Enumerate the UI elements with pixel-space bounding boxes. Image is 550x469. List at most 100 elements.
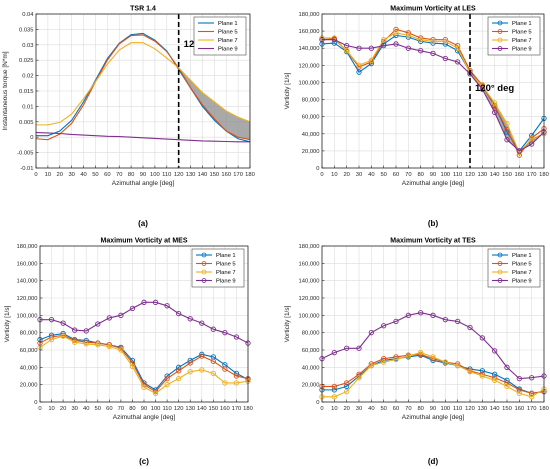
data-point xyxy=(222,330,228,336)
legend-entry: Plane 9 xyxy=(218,47,238,53)
legend: Plane 1 Plane 5 Plane 7 Plane 9 xyxy=(487,248,541,288)
data-point xyxy=(95,321,101,327)
data-point xyxy=(529,141,535,147)
data-point xyxy=(492,377,498,383)
data-point xyxy=(504,383,510,390)
y-tick-label: 40,000 xyxy=(20,365,38,371)
x-tick-label: 140 xyxy=(197,406,207,412)
data-point xyxy=(467,324,473,331)
x-tick-label: 110 xyxy=(162,406,171,412)
x-tick-label: 20 xyxy=(343,406,349,412)
legend-entry: Plane 7 xyxy=(216,270,236,276)
data-point xyxy=(405,353,411,359)
y-tick-label: 180,000 xyxy=(299,244,320,250)
data-point xyxy=(199,320,205,326)
data-point xyxy=(356,69,362,75)
legend-entry: Plane 5 xyxy=(512,30,532,36)
legend-marker xyxy=(201,278,207,283)
data-point xyxy=(106,343,112,350)
x-tick-label: 120 xyxy=(174,406,184,412)
legend-entry: Plane 5 xyxy=(216,262,236,268)
data-point xyxy=(381,356,387,362)
data-point xyxy=(129,363,136,370)
x-tick-label: 50 xyxy=(380,172,386,178)
data-point xyxy=(393,41,399,47)
x-tick-label: 50 xyxy=(92,172,98,178)
x-tick-label: 50 xyxy=(380,406,386,412)
x-tick-label: 140 xyxy=(490,406,500,412)
data-point xyxy=(222,366,228,372)
y-tick-label: 160,000 xyxy=(299,29,320,35)
data-point xyxy=(368,45,374,51)
series-line xyxy=(322,32,545,154)
x-tick-label: 160 xyxy=(221,172,231,178)
data-point xyxy=(405,312,411,318)
data-point xyxy=(344,380,350,386)
panel-c: 0 10 20 30 40 50 60 70 80 90 100 110 120 130 140 150 160… xyxy=(4,238,253,467)
data-point xyxy=(418,48,424,54)
data-point xyxy=(187,369,193,375)
chart-title: TSR 1.4 xyxy=(130,6,156,13)
x-tick-label: 20 xyxy=(57,172,63,178)
data-point xyxy=(381,37,387,43)
data-point xyxy=(455,59,461,65)
data-point xyxy=(331,394,337,400)
data-point xyxy=(430,38,436,45)
x-tick-label: 10 xyxy=(331,172,337,178)
data-point xyxy=(164,382,170,388)
data-point xyxy=(331,383,337,390)
x-tick-label: 10 xyxy=(48,406,54,412)
x-tick-label: 90 xyxy=(141,406,147,412)
legend-entry: Plane 1 xyxy=(512,21,532,27)
series-line xyxy=(39,335,249,394)
y-tick-label: 20,000 xyxy=(302,149,320,155)
y-tick-label: 180,000 xyxy=(17,244,38,250)
data-point xyxy=(368,362,374,369)
y-tick-label: 40,000 xyxy=(302,365,320,371)
x-tick-label: 70 xyxy=(118,406,124,412)
x-tick-label: 180 xyxy=(539,172,549,178)
y-tick-label: 0.04 xyxy=(22,12,34,18)
data-point xyxy=(381,359,387,365)
data-point xyxy=(393,30,399,36)
x-tick-label: 0 xyxy=(38,406,41,412)
data-point xyxy=(529,394,535,400)
data-point xyxy=(516,390,522,396)
series-line xyxy=(322,352,545,398)
x-tick-label: 80 xyxy=(417,172,423,178)
data-point xyxy=(356,371,362,377)
data-point xyxy=(344,345,350,351)
data-point xyxy=(368,330,374,336)
data-point xyxy=(479,335,485,341)
data-point xyxy=(210,326,216,332)
data-point xyxy=(83,341,89,347)
x-tick-label: 150 xyxy=(208,406,218,412)
legend-marker xyxy=(201,252,207,258)
chart-title: Maximum Vorticity at MES xyxy=(100,238,187,245)
data-point xyxy=(60,333,66,339)
legend-marker xyxy=(497,278,503,283)
x-tick-label: 90 xyxy=(140,172,146,178)
data-point xyxy=(455,318,461,325)
data-point xyxy=(492,348,498,354)
x-tick-label: 150 xyxy=(502,172,512,178)
y-tick-label: 180,000 xyxy=(299,12,320,18)
data-point xyxy=(418,349,424,356)
data-point xyxy=(356,62,362,68)
data-point xyxy=(331,349,337,356)
data-point xyxy=(129,305,136,312)
data-point xyxy=(455,362,461,369)
y-tick-label: 140,000 xyxy=(17,279,38,285)
y-tick-label: 140,000 xyxy=(299,46,320,52)
x-tick-label: 20 xyxy=(343,172,349,178)
x-tick-label: 160 xyxy=(514,406,524,412)
legend: Plane 1 Plane 5 Plane 7 Plane 9 xyxy=(487,16,541,56)
x-tick-label: 160 xyxy=(220,406,230,412)
data-point xyxy=(430,354,436,360)
y-tick-label: 140,000 xyxy=(299,279,320,285)
data-point xyxy=(442,359,448,365)
legend-marker xyxy=(497,261,503,266)
series-line xyxy=(36,42,251,126)
